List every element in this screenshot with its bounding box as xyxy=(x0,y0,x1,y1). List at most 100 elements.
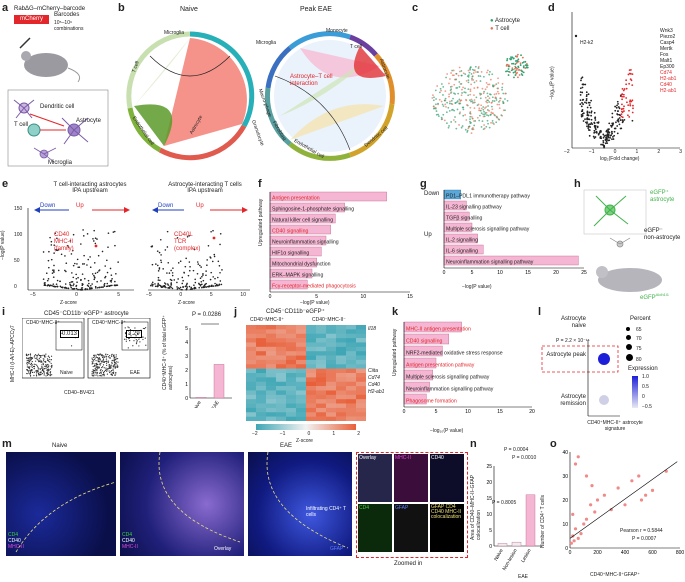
flow-dot xyxy=(108,363,110,366)
umap-dot xyxy=(488,93,491,95)
j-colorbar xyxy=(256,424,356,430)
volcano-d-dot xyxy=(585,121,587,124)
volcano-e-dot xyxy=(81,263,84,265)
flow-dot xyxy=(47,368,49,371)
heat-cell xyxy=(256,390,266,396)
flow-dot xyxy=(95,360,97,362)
bar-label-5: HIF1α signalling xyxy=(272,251,309,257)
volcano-e-dot xyxy=(85,287,87,290)
volcano-e-dot xyxy=(169,278,172,281)
heat-cell xyxy=(306,390,316,396)
umap-dot xyxy=(432,99,435,102)
umap-dot xyxy=(482,106,485,108)
n-p3: P = 0.8005 xyxy=(492,500,517,506)
heat-cell xyxy=(296,368,306,374)
flow-dot xyxy=(133,340,135,342)
flow-dot xyxy=(95,372,97,374)
i-title: CD45⁻CD11b⁻eGFP⁺ astrocyte xyxy=(44,311,129,317)
flow-dot xyxy=(40,361,42,363)
i-bar-ylabel: CD40⁺MHC-II⁺ (% of total eGFP⁺ astrocyte… xyxy=(162,315,174,390)
flow-dot xyxy=(144,327,147,329)
heat-cell xyxy=(276,355,286,361)
volcano-d xyxy=(571,12,680,149)
volcano-e-dot xyxy=(216,276,219,279)
volcano-e-dot xyxy=(71,272,73,274)
flow-dot xyxy=(94,368,96,370)
o-point xyxy=(593,510,597,514)
heat-cell xyxy=(316,368,326,374)
volcano-d-dot xyxy=(588,118,591,121)
chord-diagrams xyxy=(126,31,395,161)
umap-dot xyxy=(494,114,496,117)
volcano-e-dot xyxy=(64,255,66,257)
volcano-d-dot xyxy=(611,112,614,115)
flow-dot xyxy=(27,370,29,372)
umap-dot xyxy=(443,99,446,102)
volcano-e-dot xyxy=(48,266,50,269)
umap-dot xyxy=(445,76,447,79)
heat-cell xyxy=(256,416,266,421)
volcano-d-dot xyxy=(614,127,617,130)
flow-dot xyxy=(114,366,116,368)
cell-label-dendritic: Dendritic cell xyxy=(40,104,75,110)
flow-dot xyxy=(30,359,32,361)
gate-naive xyxy=(55,321,83,351)
heat-cell xyxy=(296,399,306,404)
volcano-e-dot xyxy=(91,273,94,275)
heat-cell xyxy=(266,399,276,404)
umap-dot xyxy=(469,122,472,124)
volcano-d-dot xyxy=(582,103,584,106)
volcano-d-dot xyxy=(623,110,625,112)
volcano-d-dot xyxy=(611,138,613,141)
volcano-d-dot xyxy=(586,106,589,109)
flow-dot xyxy=(105,367,107,369)
umap-dot xyxy=(441,103,444,106)
m-eae-legend: CD4 CD40 MHC-II xyxy=(122,532,138,550)
flow-dot xyxy=(103,375,105,377)
volcano-e-dot xyxy=(167,261,170,264)
volcano-e-dot xyxy=(108,284,110,287)
umap-dot xyxy=(473,94,475,97)
volcano-e-dot xyxy=(44,281,46,284)
heat-cell xyxy=(256,325,266,330)
volcano-e-dot xyxy=(177,262,180,264)
heat-cell xyxy=(326,412,336,417)
flow-dot xyxy=(48,365,50,367)
volcano-d-dot xyxy=(602,139,605,142)
heat-cell xyxy=(346,381,356,387)
umap-dot xyxy=(459,102,462,105)
o-point xyxy=(576,536,580,540)
volcano-d-dot xyxy=(594,136,597,138)
flow-dot xyxy=(43,373,45,375)
volcano-e-dot xyxy=(176,236,179,239)
volcano-e-dot xyxy=(192,269,195,272)
umap-dot xyxy=(442,86,445,88)
volcano-e-dot xyxy=(89,286,91,289)
heat-cell xyxy=(296,377,306,383)
volcano-d-dot xyxy=(621,121,624,124)
volcano-d-dot xyxy=(598,132,600,135)
volcano-e-dot xyxy=(101,250,104,253)
volcano-e-dot xyxy=(56,279,59,282)
umap-dot xyxy=(476,116,479,119)
volcano-e-dot xyxy=(81,273,84,275)
o-point xyxy=(571,512,575,516)
flow-dot xyxy=(32,365,35,368)
tick-5: 5 xyxy=(315,294,318,300)
umap-dot xyxy=(474,65,477,68)
o-ylabel: Number of CD4⁺ T cells xyxy=(540,494,546,548)
umap-dot xyxy=(510,56,512,59)
flow-dot xyxy=(113,363,115,365)
umap-dot xyxy=(482,113,485,116)
volcano-e-dot xyxy=(53,269,55,271)
volcano-e-dot xyxy=(210,271,213,274)
o-point xyxy=(579,532,583,536)
volcano-d-dot xyxy=(616,110,619,113)
volcano-e-dot xyxy=(171,272,174,274)
heat-cell xyxy=(346,329,356,335)
volcano-e-dot xyxy=(217,260,220,263)
flow-dot xyxy=(105,358,108,360)
volcano-e-dot xyxy=(110,284,112,287)
heat-cell xyxy=(326,351,336,356)
